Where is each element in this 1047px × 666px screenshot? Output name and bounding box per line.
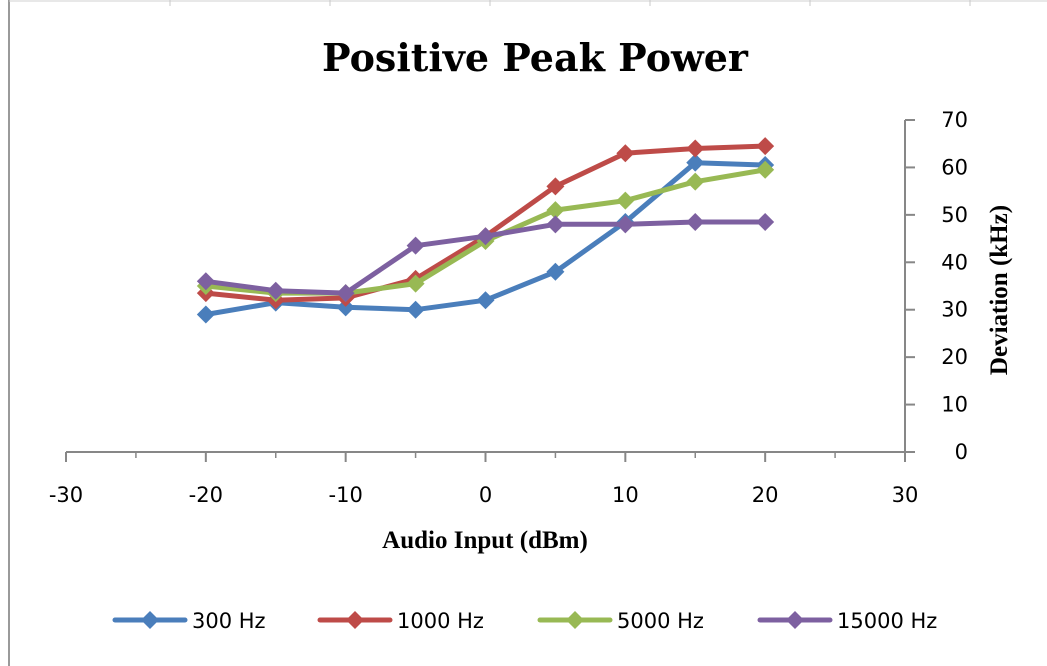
series-15000-hz <box>196 212 775 303</box>
legend-label: 15000 Hz <box>837 609 937 633</box>
y-tick-label: 60 <box>941 155 968 179</box>
legend-item-15000-hz: 15000 Hz <box>757 609 937 633</box>
y-tick-label: 10 <box>941 393 968 417</box>
x-tick-label: -10 <box>329 483 363 507</box>
data-point-300-hz <box>476 291 495 310</box>
y-tick-label: 30 <box>941 298 968 322</box>
data-point-15000-hz <box>196 272 215 291</box>
legend: 300 Hz 1000 Hz 5000 Hz 15000 Hz <box>112 609 937 633</box>
data-point-300-hz <box>686 153 705 172</box>
data-point-15000-hz <box>336 284 355 303</box>
x-tick-label: 10 <box>612 483 639 507</box>
y-tick-label: 50 <box>941 203 968 227</box>
x-tick-label: 30 <box>892 483 919 507</box>
y-tick-label: 0 <box>955 440 968 464</box>
y-tick-label: 40 <box>941 250 968 274</box>
data-point-300-hz <box>546 262 565 281</box>
data-point-15000-hz <box>616 215 635 234</box>
data-point-300-hz <box>336 298 355 317</box>
data-point-5000-hz <box>546 201 565 220</box>
legend-item-5000-hz: 5000 Hz <box>537 609 704 633</box>
data-point-1000-hz <box>686 139 705 158</box>
y-axis-label: Deviation (kHz) <box>986 205 1013 375</box>
data-point-15000-hz <box>476 227 495 246</box>
legend-swatch-marker <box>566 611 584 629</box>
data-point-15000-hz <box>406 236 425 255</box>
data-point-15000-hz <box>546 215 565 234</box>
legend-label: 1000 Hz <box>397 609 484 633</box>
legend-label: 300 Hz <box>192 609 266 633</box>
y-tick-label: 70 <box>941 108 968 132</box>
data-point-5000-hz <box>616 191 635 210</box>
x-tick-label: -30 <box>49 483 83 507</box>
data-point-1000-hz <box>616 144 635 163</box>
data-point-1000-hz <box>546 177 565 196</box>
chart-title: Positive Peak Power <box>322 35 749 80</box>
legend-item-300-hz: 300 Hz <box>112 609 266 633</box>
data-point-300-hz <box>406 300 425 319</box>
data-point-5000-hz <box>406 274 425 293</box>
x-tick-label: -20 <box>189 483 223 507</box>
y-tick-label: 20 <box>941 345 968 369</box>
legend-swatch-marker <box>786 611 804 629</box>
data-point-300-hz <box>196 305 215 324</box>
chart-frame <box>8 0 1047 666</box>
x-axis-label: Audio Input (dBm) <box>382 527 588 554</box>
x-tick-label: 0 <box>479 483 492 507</box>
axes: -30 -20 -10 0 10 20 30 0 10 20 30 40 50 60 70 <box>49 108 968 507</box>
legend-swatch-marker <box>346 611 364 629</box>
data-point-15000-hz <box>756 212 775 231</box>
series-layer <box>196 137 775 324</box>
legend-label: 5000 Hz <box>617 609 704 633</box>
legend-swatch-marker <box>141 611 159 629</box>
legend-item-1000-hz: 1000 Hz <box>317 609 484 633</box>
data-point-5000-hz <box>756 160 775 179</box>
x-tick-label: 20 <box>752 483 779 507</box>
data-point-15000-hz <box>686 212 705 231</box>
data-point-1000-hz <box>756 137 775 156</box>
data-point-15000-hz <box>266 281 285 300</box>
data-point-5000-hz <box>686 172 705 191</box>
